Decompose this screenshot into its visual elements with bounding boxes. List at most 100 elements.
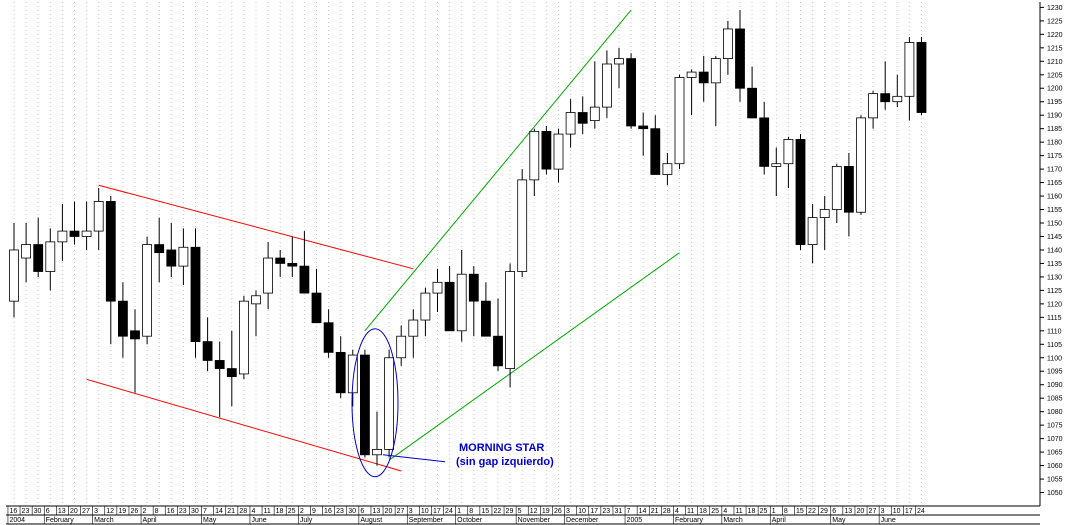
y-tick-label: 1140 bbox=[1047, 247, 1062, 254]
y-tick-label: 1080 bbox=[1047, 409, 1063, 416]
x-week-label: 21 bbox=[651, 508, 659, 515]
candle-body-bearish bbox=[468, 273, 479, 302]
x-week-label: 3 bbox=[409, 508, 413, 515]
x-week-label: 18 bbox=[748, 508, 756, 515]
upper-red-resistance-trendline bbox=[98, 184, 414, 270]
candle-body-bearish bbox=[541, 130, 552, 170]
candle-body-bearish bbox=[190, 246, 201, 342]
candle-body-bullish bbox=[57, 230, 68, 243]
candle-body-bearish bbox=[626, 58, 636, 127]
y-tick-label: 1095 bbox=[1047, 369, 1063, 376]
x-week-label: 26 bbox=[130, 508, 138, 515]
candle-body-bullish bbox=[553, 133, 564, 170]
x-month-label: March bbox=[94, 517, 114, 524]
candle-body-bullish bbox=[771, 163, 782, 167]
y-tick-label: 1230 bbox=[1047, 5, 1063, 12]
candle-body-bearish bbox=[444, 281, 455, 332]
candle-body-bearish bbox=[69, 230, 80, 237]
y-tick-label: 1105 bbox=[1047, 342, 1062, 349]
candle-body-bullish bbox=[892, 95, 903, 103]
candle-body-bullish bbox=[238, 300, 249, 375]
candle-body-bullish bbox=[372, 449, 382, 456]
x-week-label: 6 bbox=[832, 508, 836, 515]
y-axis: 1050 1055 1060 1065 1070 1075 1080 1085 1090 1095… bbox=[1039, 2, 1063, 506]
x-week-label: 4 bbox=[251, 508, 255, 515]
candle-body-bullish bbox=[807, 217, 818, 245]
candle-body-bearish bbox=[638, 125, 649, 130]
candle-body-bearish bbox=[311, 292, 322, 324]
x-week-label: 27 bbox=[869, 508, 877, 515]
candle-body-bullish bbox=[856, 117, 866, 213]
morning-star-annotation: MORNING STAR (sin gap izquierdo) bbox=[351, 328, 554, 478]
x-week-label: 24 bbox=[917, 508, 925, 515]
x-week-label: 17 bbox=[590, 508, 598, 515]
x-week-label: 25 bbox=[760, 508, 768, 515]
candle-body-bullish bbox=[517, 179, 528, 272]
x-week-label: 8 bbox=[155, 508, 159, 515]
candle-body-bearish bbox=[795, 139, 806, 245]
x-week-label: 17 bbox=[433, 508, 441, 515]
x-week-label: 21 bbox=[227, 508, 235, 515]
x-week-label: 27 bbox=[82, 508, 90, 515]
x-week-label: 7 bbox=[627, 508, 631, 515]
x-week-label: 11 bbox=[264, 508, 271, 515]
candle-body-bearish bbox=[226, 368, 237, 378]
x-week-label: 7 bbox=[203, 508, 207, 515]
candle-body-bullish bbox=[93, 201, 104, 232]
x-week-label: 14 bbox=[215, 508, 223, 515]
candle-body-bearish bbox=[275, 257, 286, 264]
x-week-label: 25 bbox=[711, 508, 719, 515]
x-month-label: May bbox=[832, 517, 846, 524]
candle-body-bullish bbox=[868, 93, 878, 119]
y-tick-label: 1170 bbox=[1047, 167, 1062, 174]
x-week-label: 27 bbox=[397, 508, 405, 515]
x-week-label: 12 bbox=[530, 508, 538, 515]
candle-body-bearish bbox=[880, 93, 891, 103]
candle-body-bullish bbox=[142, 244, 153, 337]
lower-red-support-trendline bbox=[86, 378, 402, 472]
candle-body-bearish bbox=[359, 354, 370, 456]
x-week-label: 15 bbox=[796, 508, 804, 515]
candle-body-bearish bbox=[650, 128, 661, 175]
x-month-label: 2005 bbox=[627, 517, 643, 524]
x-week-label: 26 bbox=[554, 508, 562, 515]
x-week-label: 2 bbox=[143, 508, 147, 515]
x-week-label: 18 bbox=[276, 508, 284, 515]
y-tick-label: 1180 bbox=[1047, 140, 1062, 147]
x-week-label: 29 bbox=[820, 508, 828, 515]
candle-body-bearish bbox=[844, 166, 854, 213]
candle-body-bullish bbox=[686, 71, 697, 78]
candle-body-bullish bbox=[674, 77, 685, 165]
x-week-label: 22 bbox=[808, 508, 816, 515]
x-week-label: 22 bbox=[493, 508, 501, 515]
x-week-label: 13 bbox=[58, 508, 66, 515]
x-week-label: 28 bbox=[663, 508, 671, 515]
y-tick-label: 1225 bbox=[1047, 18, 1063, 25]
y-tick-label: 1220 bbox=[1047, 32, 1063, 39]
x-month-label: November bbox=[518, 517, 551, 524]
y-tick-label: 1135 bbox=[1047, 261, 1062, 268]
x-month-label: December bbox=[566, 517, 599, 524]
candle-body-bullish bbox=[384, 357, 395, 450]
candle-body-bearish bbox=[202, 341, 213, 361]
x-week-label: 16 bbox=[324, 508, 332, 515]
x-week-label: 13 bbox=[844, 508, 852, 515]
candle-body-bullish bbox=[783, 139, 794, 165]
y-tick-label: 1060 bbox=[1047, 463, 1063, 470]
annotation-pointer bbox=[382, 454, 446, 463]
trend-lines bbox=[86, 9, 680, 472]
candle-body-bearish bbox=[130, 330, 140, 340]
candle-body-bullish bbox=[45, 241, 56, 272]
candle-body-bullish bbox=[251, 295, 261, 305]
x-week-label: 23 bbox=[179, 508, 187, 515]
candle-body-bearish bbox=[323, 322, 334, 353]
candle-body-bullish bbox=[347, 354, 358, 394]
x-week-label: 13 bbox=[372, 508, 380, 515]
x-week-label: 14 bbox=[639, 508, 647, 515]
y-tick-label: 1065 bbox=[1047, 450, 1063, 457]
x-week-label: 6 bbox=[46, 508, 50, 515]
candle-body-bullish bbox=[408, 319, 419, 337]
candle-body-bearish bbox=[105, 201, 116, 302]
y-tick-label: 1195 bbox=[1047, 99, 1062, 106]
x-month-label: February bbox=[675, 517, 704, 524]
